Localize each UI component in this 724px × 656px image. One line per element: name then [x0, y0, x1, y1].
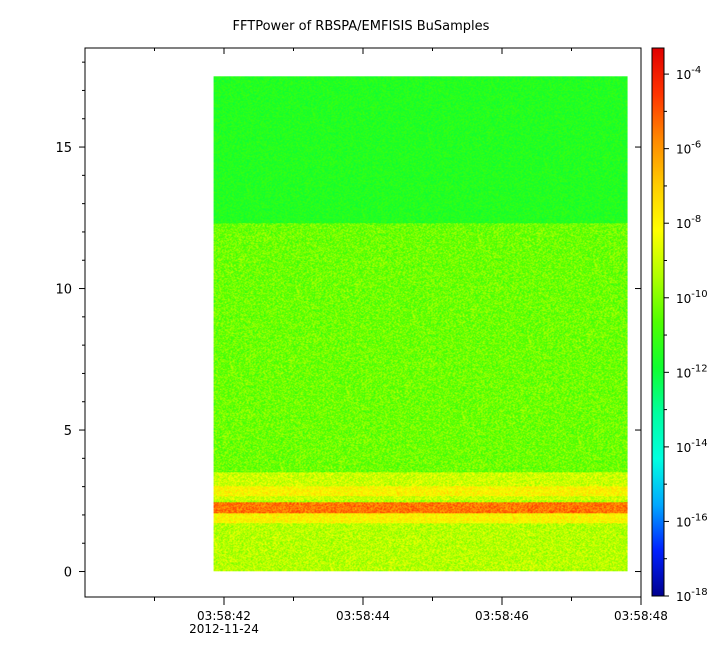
- x-tick-label: 03:58:48: [614, 609, 668, 623]
- x-tick-label: 03:58:46: [475, 609, 529, 623]
- colorbar-tick-label: 10-18: [676, 587, 708, 604]
- x-tick-label: 03:58:42: [197, 609, 251, 623]
- y-tick-label: 0: [64, 566, 72, 581]
- y-tick-label: 10: [55, 283, 72, 298]
- spectrogram-heatmap: [213, 76, 628, 572]
- chart-title: FFTPower of RBSPA/EMFISIS BuSamples: [233, 19, 490, 34]
- colorbar: 10-4 10-6 10-8 10-10 10-12 10-14 10-16 10-18: [651, 47, 708, 604]
- y-tick-label: 5: [64, 424, 72, 439]
- y-tick-label: 15: [55, 141, 72, 156]
- colorbar-tick-label: 10-12: [676, 363, 708, 380]
- colorbar-tick-label: 10-16: [676, 512, 708, 529]
- colorbar-tick-label: 10-14: [676, 438, 708, 455]
- x-tick-date-label: 2012-11-24: [189, 622, 259, 636]
- colorbar-tick-label: 10-6: [676, 140, 701, 157]
- colorbar-scale: [651, 47, 665, 597]
- heatmap-image: [213, 76, 628, 572]
- colorbar-tick-label: 10-10: [676, 289, 708, 306]
- y-axis: 0 5 10 15: [55, 61, 641, 581]
- colorbar-tick-label: 10-4: [676, 65, 701, 82]
- x-tick-label: 03:58:44: [336, 609, 390, 623]
- colorbar-tick-label: 10-8: [676, 214, 701, 231]
